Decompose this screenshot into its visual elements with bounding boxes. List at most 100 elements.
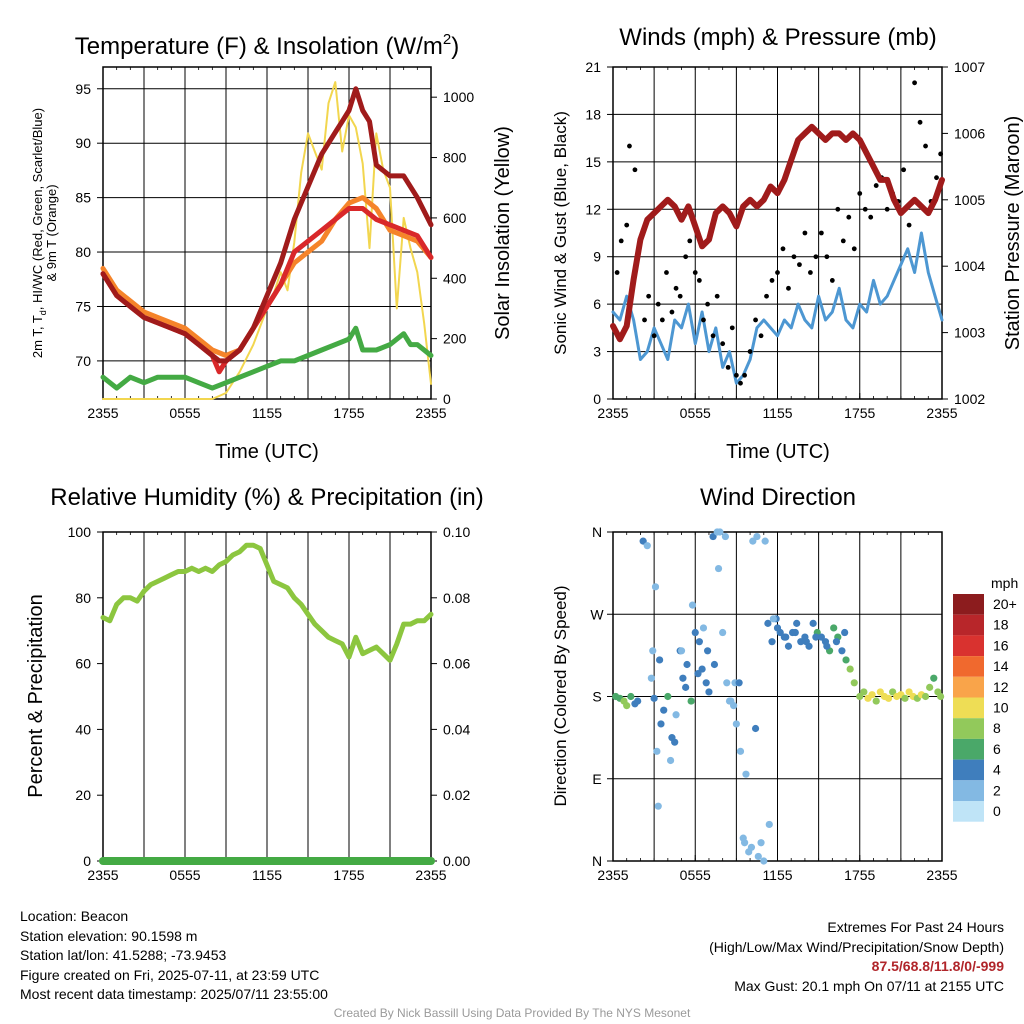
station-elevation: Station elevation: 90.1598 m xyxy=(20,927,198,944)
y-tick-label: W xyxy=(590,606,604,622)
y-tick-label: 80 xyxy=(75,244,91,260)
gust-point xyxy=(868,214,874,220)
direction-point xyxy=(627,692,635,701)
y-tick-label: 3 xyxy=(593,344,601,360)
direction-point xyxy=(926,683,934,691)
direction-point xyxy=(884,694,893,702)
y-tick-label-right: 0.10 xyxy=(443,524,470,540)
direction-point xyxy=(905,688,913,696)
y-tick-label-right: 0.00 xyxy=(443,853,470,869)
direction-point xyxy=(698,665,706,673)
direction-point xyxy=(791,628,799,637)
y-tick-label-right: 0.08 xyxy=(443,590,470,606)
gust-point xyxy=(934,175,939,181)
direction-point xyxy=(817,633,825,641)
x-tick-label: 1755 xyxy=(844,405,875,421)
series-solar xyxy=(102,81,432,400)
direction-point xyxy=(639,537,647,545)
max-gust: Max Gust: 20.1 mph On 07/11 at 2155 UTC xyxy=(734,977,1004,994)
gust-point xyxy=(720,341,726,347)
credit-line: Created By Nick Bassill Using Data Provi… xyxy=(333,1006,691,1020)
direction-point xyxy=(643,542,651,550)
direction-point xyxy=(657,720,665,728)
direction-point xyxy=(876,688,884,696)
direction-point xyxy=(653,747,661,755)
x-tick-label: 1755 xyxy=(333,405,364,421)
direction-point xyxy=(753,532,761,541)
direction-point xyxy=(656,656,664,664)
y-tick-label: 18 xyxy=(585,106,601,122)
x-tick-label: 1755 xyxy=(333,867,364,883)
y-tick-label: 12 xyxy=(585,201,601,217)
y-tick-label-right: 800 xyxy=(443,150,467,166)
direction-point xyxy=(709,532,717,541)
y-tick-label-right: 1000 xyxy=(443,89,474,105)
gust-point xyxy=(780,246,786,252)
x-tick-label: 2355 xyxy=(87,867,118,883)
y-tick-label: 80 xyxy=(75,590,91,606)
direction-point xyxy=(703,647,712,655)
legend-label: 16 xyxy=(993,637,1009,653)
y-axis-label: Percent & Precipitation xyxy=(25,594,47,797)
y-axis-label: Direction (Colored By Speed) xyxy=(551,585,570,806)
figure-created: Figure created on Fri, 2025-07-11, at 23… xyxy=(20,966,320,983)
direction-point xyxy=(742,770,750,778)
gust-point xyxy=(729,325,735,331)
x-tick-label: 2355 xyxy=(926,405,957,421)
y-tick-label-right: 0.02 xyxy=(443,787,470,803)
extremes-subtitle: (High/Low/Max Wind/Precipitation/Snow De… xyxy=(709,938,1004,955)
legend-label: 20+ xyxy=(993,596,1017,612)
direction-point xyxy=(688,601,697,609)
gust-point xyxy=(786,285,791,291)
direction-point xyxy=(868,691,876,699)
direction-point xyxy=(830,624,838,632)
y-tick-label-right: 1002 xyxy=(954,391,985,407)
gust-point xyxy=(769,278,775,283)
direction-point xyxy=(889,688,897,696)
direction-point xyxy=(691,628,699,637)
series-temp xyxy=(100,86,434,364)
direction-point xyxy=(723,679,731,687)
x-axis-label: Time (UTC) xyxy=(726,441,830,463)
x-tick-label: 1155 xyxy=(762,405,792,421)
legend-label: 6 xyxy=(993,741,1001,757)
direction-point xyxy=(832,638,841,646)
y-tick-label: E xyxy=(592,771,601,787)
gust-point xyxy=(624,222,630,228)
gust-point xyxy=(808,270,813,275)
direction-point xyxy=(761,537,769,545)
direction-point xyxy=(860,688,868,696)
y-axis-label-right: Station Pressure (Maroon) xyxy=(1002,116,1024,351)
series-pressure xyxy=(610,123,945,343)
gust-point xyxy=(705,301,710,307)
gust-point xyxy=(884,206,890,212)
gust-point xyxy=(701,317,706,323)
gust-point xyxy=(829,278,835,283)
direction-point xyxy=(651,583,660,591)
gust-point xyxy=(659,317,665,323)
gust-point xyxy=(840,238,846,244)
y-tick-label-right: 400 xyxy=(443,270,467,286)
temperature-insolation-panel: 2355 0555 1155 1755 2355 70 75 80 85 90 95 0 200 400 6… xyxy=(30,31,514,463)
direction-point xyxy=(823,642,831,650)
legend-swatch xyxy=(953,801,984,822)
y-tick-label: 60 xyxy=(75,656,91,672)
direction-point xyxy=(664,692,672,701)
y-tick-label-right: 0 xyxy=(443,391,451,407)
x-tick-label: 1755 xyxy=(844,867,875,883)
gust-point xyxy=(669,309,675,315)
direction-point xyxy=(749,537,757,545)
x-tick-label: 1155 xyxy=(762,867,792,883)
y-tick-label: 15 xyxy=(585,154,601,170)
direction-point xyxy=(727,697,735,705)
direction-point xyxy=(721,532,730,541)
x-tick-label: 0555 xyxy=(680,867,711,883)
direction-point xyxy=(751,724,760,733)
y-tick-label-right: 1005 xyxy=(954,192,985,208)
direction-point xyxy=(739,834,747,842)
gust-point xyxy=(758,333,764,339)
direction-point xyxy=(714,564,723,573)
y-tick-label: 0 xyxy=(83,853,91,869)
direction-point xyxy=(650,694,658,702)
